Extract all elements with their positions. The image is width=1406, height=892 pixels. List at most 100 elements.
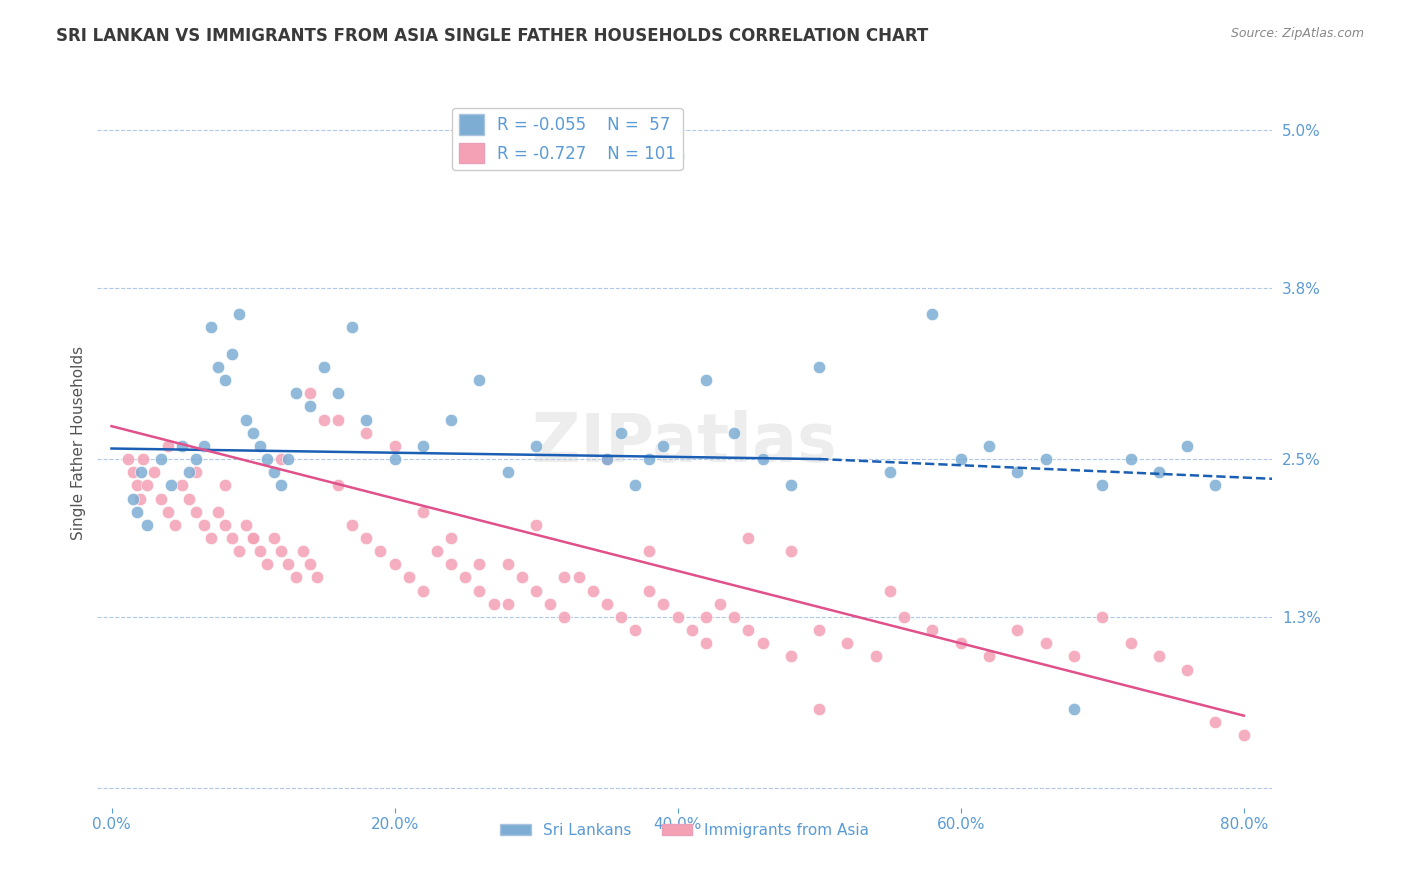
Point [1063, 649, 1085, 664]
Point [426, 544, 449, 558]
Point [610, 610, 633, 624]
Point [553, 610, 575, 624]
Point [496, 465, 519, 479]
Point [221, 347, 243, 361]
Point [160, 478, 183, 492]
Point [214, 373, 236, 387]
Point [157, 439, 180, 453]
Point [214, 478, 236, 492]
Point [370, 544, 392, 558]
Point [553, 570, 575, 584]
Point [1007, 623, 1029, 637]
Point [150, 452, 173, 467]
Point [284, 386, 307, 401]
Point [326, 478, 349, 492]
Point [596, 452, 619, 467]
Point [638, 544, 661, 558]
Point [179, 465, 201, 479]
Point [1233, 728, 1256, 742]
Point [921, 307, 943, 321]
Point [1035, 452, 1057, 467]
Point [235, 412, 257, 426]
Point [256, 558, 278, 572]
Point [865, 649, 887, 664]
Point [228, 544, 250, 558]
Text: Source: ZipAtlas.com: Source: ZipAtlas.com [1230, 27, 1364, 40]
Point [312, 412, 335, 426]
Point [1007, 465, 1029, 479]
Point [879, 583, 901, 598]
Point [165, 517, 187, 532]
Point [568, 570, 591, 584]
Point [808, 702, 831, 716]
Point [510, 570, 533, 584]
Point [135, 478, 157, 492]
Point [440, 558, 463, 572]
Point [482, 597, 505, 611]
Point [638, 583, 661, 598]
Point [977, 649, 1000, 664]
Point [638, 452, 661, 467]
Point [228, 307, 250, 321]
Point [977, 439, 1000, 453]
Point [893, 610, 915, 624]
Point [221, 531, 243, 545]
Point [235, 517, 257, 532]
Point [249, 439, 271, 453]
Point [468, 583, 491, 598]
Point [291, 544, 314, 558]
Text: SRI LANKAN VS IMMIGRANTS FROM ASIA SINGLE FATHER HOUSEHOLDS CORRELATION CHART: SRI LANKAN VS IMMIGRANTS FROM ASIA SINGL… [56, 27, 928, 45]
Point [249, 544, 271, 558]
Point [538, 597, 561, 611]
Point [207, 505, 229, 519]
Point [624, 478, 647, 492]
Point [737, 531, 759, 545]
Point [186, 505, 208, 519]
Point [312, 359, 335, 374]
Point [454, 570, 477, 584]
Point [298, 386, 321, 401]
Point [695, 636, 717, 650]
Point [179, 491, 201, 506]
Point [398, 570, 420, 584]
Point [270, 452, 292, 467]
Point [681, 623, 703, 637]
Y-axis label: Single Father Households: Single Father Households [72, 345, 86, 540]
Point [340, 517, 363, 532]
Point [356, 425, 378, 440]
Point [1119, 636, 1142, 650]
Point [125, 478, 148, 492]
Point [1175, 663, 1198, 677]
Point [270, 544, 292, 558]
Point [129, 465, 152, 479]
Point [1205, 715, 1227, 730]
Point [326, 412, 349, 426]
Point [440, 531, 463, 545]
Point [412, 439, 434, 453]
Point [150, 491, 173, 506]
Point [263, 531, 285, 545]
Point [1147, 649, 1170, 664]
Point [356, 531, 378, 545]
Point [305, 570, 328, 584]
Point [270, 478, 292, 492]
Point [652, 439, 675, 453]
Point [186, 452, 208, 467]
Point [143, 465, 166, 479]
Point [157, 505, 180, 519]
Point [751, 636, 773, 650]
Point [298, 400, 321, 414]
Point [125, 505, 148, 519]
Point [808, 623, 831, 637]
Point [582, 583, 605, 598]
Point [117, 452, 139, 467]
Point [172, 439, 194, 453]
Point [723, 425, 745, 440]
Point [780, 478, 803, 492]
Point [524, 583, 547, 598]
Point [200, 531, 222, 545]
Point [524, 439, 547, 453]
Point [1205, 478, 1227, 492]
Point [1035, 636, 1057, 650]
Point [610, 425, 633, 440]
